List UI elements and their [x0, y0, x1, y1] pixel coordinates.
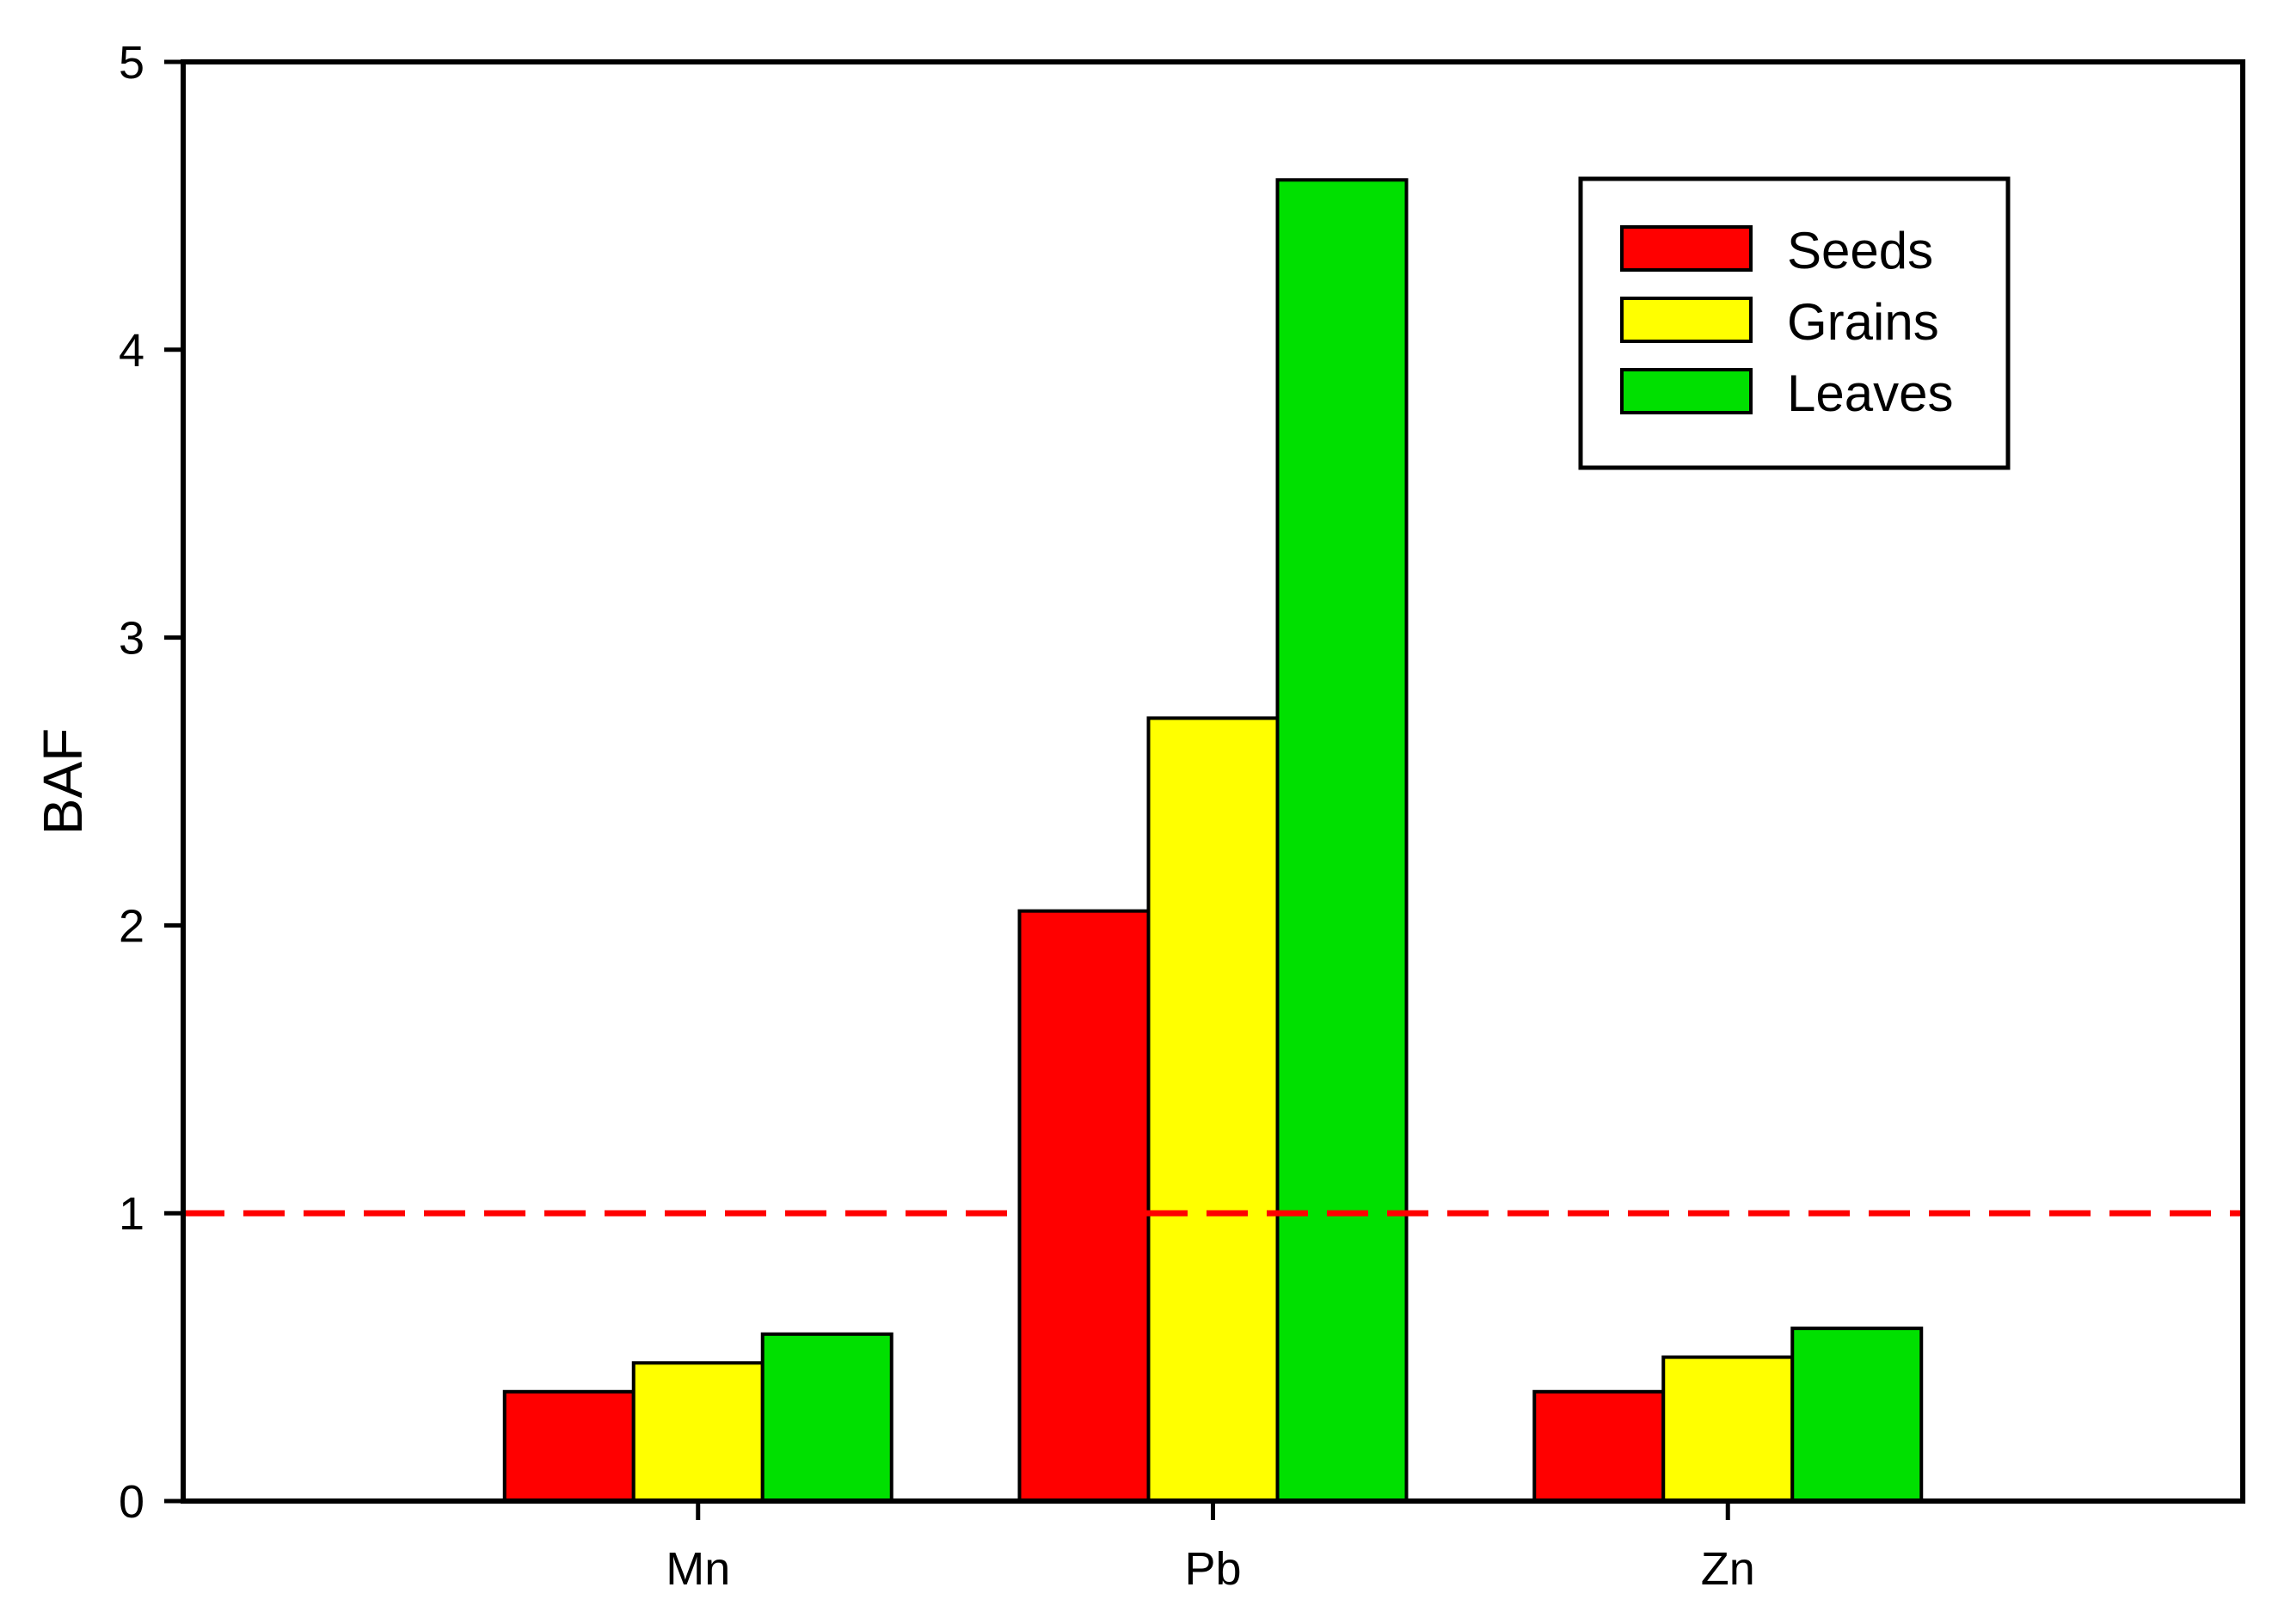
x-tick-label-zn: Zn: [1701, 1543, 1755, 1595]
bar-group-pb: [1017, 178, 1409, 1504]
bar-grains-zn: [1661, 1355, 1795, 1503]
bar-seeds-pb: [1017, 909, 1151, 1504]
y-tick-label-3: 3: [119, 613, 144, 665]
x-axis: Mn Pb Zn: [666, 1501, 1755, 1595]
legend-swatch-seeds: [1620, 225, 1753, 272]
bar-group-zn: [1532, 1327, 1924, 1503]
legend-swatch-leaves: [1620, 368, 1753, 414]
legend-item-grains: Grains: [1620, 293, 1939, 351]
bar-grains-pb: [1146, 716, 1280, 1503]
bar-seeds-mn: [502, 1389, 636, 1503]
bar-leaves-mn: [760, 1332, 893, 1504]
legend-item-seeds: Seeds: [1620, 222, 1933, 279]
y-tick-label-1: 1: [119, 1188, 144, 1240]
legend-item-leaves: Leaves: [1620, 365, 1953, 422]
legend-label-leaves: Leaves: [1787, 365, 1953, 422]
y-tick-label-4: 4: [119, 325, 144, 377]
legend: Seeds Grains Leaves: [1578, 176, 2011, 470]
legend-label-grains: Grains: [1787, 293, 1939, 351]
y-tick-label-0: 0: [119, 1476, 144, 1528]
bars-layer: [502, 178, 1924, 1504]
y-tick-label-2: 2: [119, 900, 144, 952]
x-tick-label-mn: Mn: [666, 1543, 730, 1595]
legend-label-seeds: Seeds: [1787, 222, 1933, 279]
y-tick-label-5: 5: [119, 37, 144, 89]
bar-grains-mn: [631, 1361, 764, 1504]
y-axis-title: BAF: [32, 728, 94, 835]
bar-leaves-pb: [1275, 178, 1409, 1504]
legend-swatch-grains: [1620, 297, 1753, 343]
bar-group-mn: [502, 1332, 893, 1504]
y-axis: 0 1 2 3 4 5: [119, 37, 183, 1528]
x-tick-label-pb: Pb: [1184, 1543, 1241, 1595]
bar-leaves-zn: [1790, 1327, 1924, 1503]
bar-seeds-zn: [1532, 1389, 1666, 1503]
